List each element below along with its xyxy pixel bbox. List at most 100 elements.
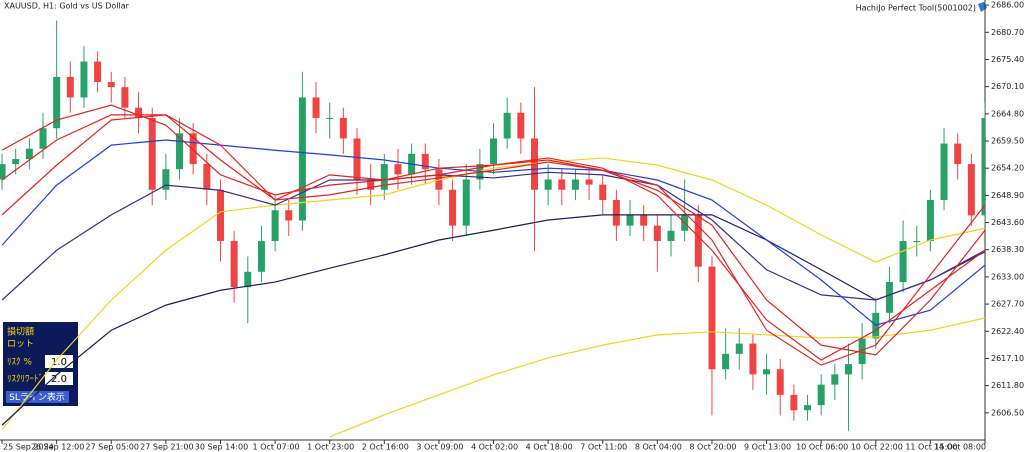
- candle-body: [94, 61, 102, 83]
- candle-body: [763, 369, 771, 375]
- candle-body: [162, 169, 170, 190]
- x-tick-label: 4 Oct 18:00: [526, 443, 573, 452]
- y-tick-label: 2617.10: [991, 354, 1024, 363]
- x-tick-label: 8 Oct 04:00: [635, 443, 682, 452]
- y-tick-label: 2659.50: [991, 137, 1024, 146]
- panel-label: 損切額: [7, 326, 34, 338]
- risk-input[interactable]: [45, 355, 73, 368]
- y-tick-label: 2670.10: [991, 82, 1024, 91]
- candle-body: [230, 241, 238, 288]
- candle-body: [25, 148, 33, 159]
- risk-value: 1.0: [51, 357, 67, 368]
- x-tick-label: 11 Oct 15:00: [905, 443, 957, 452]
- candle-body: [394, 164, 402, 175]
- candle-body: [203, 164, 211, 190]
- candle-body: [503, 112, 511, 139]
- candle-body: [257, 241, 265, 272]
- sl-button[interactable]: [6, 391, 69, 403]
- y-tick-label: 2654.20: [991, 164, 1024, 173]
- candle-body: [121, 87, 129, 108]
- symbol-title: XAUUSD, H1: Gold vs US Dollar: [4, 2, 130, 11]
- x-tick-label: 10 Oct 22:00: [851, 443, 903, 452]
- candle-body: [844, 364, 852, 375]
- candle-body: [189, 133, 197, 165]
- candle-body: [271, 210, 279, 242]
- x-tick-label: 2 Oct 16:00: [362, 443, 409, 452]
- candle-body: [653, 225, 661, 242]
- indicator-line: [1, 114, 985, 361]
- candle-body: [176, 133, 184, 170]
- y-tick-label: 2638.30: [991, 245, 1024, 254]
- candle-body: [626, 215, 634, 226]
- y-tick-label: 2664.80: [991, 109, 1024, 118]
- candle-body: [80, 61, 88, 98]
- candle-body: [899, 241, 907, 283]
- y-tick-label: 2622.40: [991, 327, 1024, 336]
- candle-body: [39, 128, 47, 149]
- candle-body: [312, 97, 320, 118]
- trade-panel: 損切額 ロット ﾘｽｸ % 1.0 ﾘｽｸﾘﾜｰﾄﾞ 2.0 SLライン表示: [3, 322, 78, 406]
- indicator-line: [1, 157, 985, 431]
- x-tick-label: 3 Oct 09:00: [416, 443, 463, 452]
- candle-body: [817, 384, 825, 406]
- y-tick-label: 2680.70: [991, 28, 1024, 37]
- indicator-line: [329, 317, 985, 438]
- candle-body: [981, 117, 985, 216]
- x-tick-label: 1 Oct 23:00: [307, 443, 354, 452]
- reward-value: 2.0: [51, 374, 67, 385]
- candle-body: [298, 97, 306, 221]
- candle-body: [831, 374, 839, 385]
- candle-body: [735, 343, 743, 354]
- candle-body: [326, 117, 334, 119]
- indicator-line: [1, 214, 985, 426]
- candle-body: [790, 394, 798, 411]
- candle-body: [421, 153, 429, 170]
- candle-body: [640, 215, 648, 226]
- candle-body: [776, 369, 784, 395]
- candle-body: [571, 179, 579, 190]
- panel-label: ﾘｽｸ %: [7, 357, 32, 368]
- candle-body: [490, 138, 498, 165]
- candle-body: [244, 271, 252, 288]
- candle-body: [339, 117, 347, 139]
- y-tick-label: 2627.70: [991, 300, 1024, 309]
- candle-body: [694, 215, 702, 267]
- candle-body: [585, 179, 593, 185]
- indicator-line: [1, 139, 985, 326]
- y-tick-label: 2606.50: [991, 408, 1024, 417]
- plot-area: [0, 20, 985, 438]
- x-tick-label: 27 Sep 21:00: [140, 443, 193, 452]
- candle-body: [885, 282, 893, 313]
- candle-body: [66, 76, 74, 98]
- x-tick-label: 1 Oct 07:00: [253, 443, 300, 452]
- candle-body: [449, 189, 457, 226]
- candle-body: [517, 112, 525, 139]
- x-tick-label: 25 Sep 2024: [3, 443, 54, 452]
- x-tick-label: 14 Oct 08:00: [934, 443, 986, 452]
- sl-button-label: SLライン表示: [9, 391, 65, 403]
- candle-body: [954, 143, 962, 165]
- panel-label: ﾘｽｸﾘﾜｰﾄﾞ: [7, 374, 43, 385]
- panel-label: ロット: [7, 340, 34, 350]
- y-tick-label: 2633.00: [991, 272, 1024, 281]
- y-tick-label: 2648.90: [991, 191, 1024, 200]
- indicator-line: [1, 171, 985, 301]
- y-tick-label: 2611.80: [991, 381, 1024, 390]
- candle-body: [380, 164, 388, 190]
- candle-body: [367, 179, 375, 190]
- x-tick-label: 8 Oct 20:00: [689, 443, 736, 452]
- candle-body: [913, 241, 921, 243]
- x-tick-label: 27 Sep 05:00: [86, 443, 139, 452]
- x-tick-label: 26 Sep 12:00: [31, 443, 84, 452]
- tool-name: HachiJo Perfect Tool(5001002): [856, 4, 976, 13]
- candle-body: [804, 405, 812, 411]
- candle-body: [940, 143, 948, 200]
- candle-body: [107, 82, 115, 88]
- candle-body: [708, 266, 716, 370]
- candle-body: [599, 184, 607, 200]
- reward-input[interactable]: [45, 372, 73, 385]
- candle-body: [544, 179, 552, 190]
- candle-body: [53, 76, 61, 129]
